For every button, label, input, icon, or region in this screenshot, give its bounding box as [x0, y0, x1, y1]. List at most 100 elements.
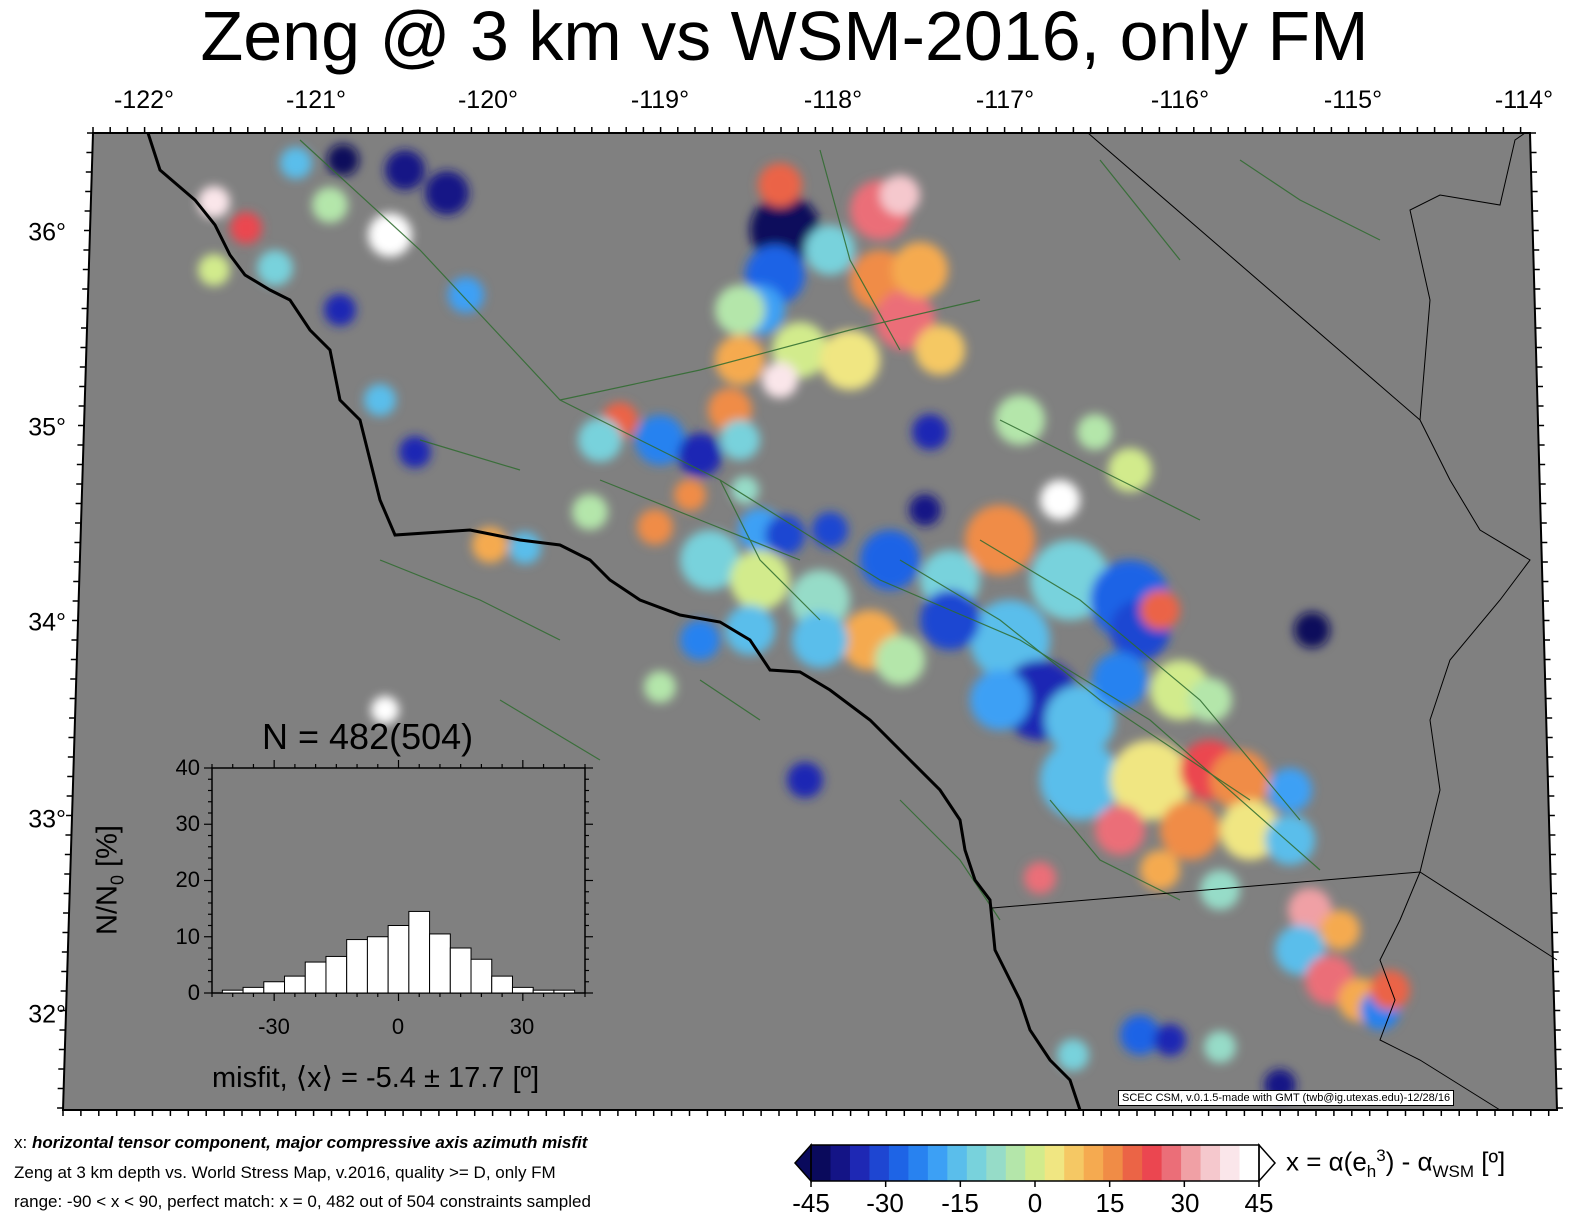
- colorbar-swatch: [1200, 1145, 1221, 1181]
- histogram-count: N = 482(504): [262, 716, 474, 757]
- misfit-patch: [1268, 768, 1312, 812]
- misfit-patch: [368, 213, 412, 257]
- histogram-bar: [511, 986, 534, 994]
- misfit-patch: [1110, 740, 1190, 820]
- misfit-patch: [578, 418, 622, 462]
- misfit-patch: [1288, 888, 1332, 932]
- misfit-patch: [230, 212, 262, 244]
- misfit-patch: [762, 362, 798, 398]
- lat-tick-label: 34°: [28, 608, 66, 637]
- colorbar-swatch: [1025, 1145, 1046, 1181]
- misfit-patch: [758, 163, 802, 207]
- misfit-patch: [399, 436, 431, 468]
- misfit-patch: [257, 250, 293, 286]
- colorbar-tick: 45: [1244, 1188, 1274, 1218]
- misfit-patch: [371, 696, 399, 724]
- colorbar-swatch: [927, 1145, 948, 1181]
- misfit-patch: [820, 330, 880, 390]
- colorbar-swatch: [1161, 1145, 1182, 1181]
- histogram-bar: [304, 961, 327, 994]
- caption-line-1: x: horizontal tensor component, major co…: [14, 1133, 588, 1152]
- hist-y-tick: 40: [175, 755, 200, 780]
- colorbar-tick: -45: [792, 1188, 830, 1218]
- frame-ticks: [57, 127, 1563, 1116]
- misfit-patch: [1188, 678, 1232, 722]
- misfit-blobs: [198, 144, 1410, 1101]
- misfit-patch: [792, 612, 848, 668]
- misfit-patch: [875, 635, 925, 685]
- misfit-patch: [324, 294, 356, 326]
- misfit-patch: [1140, 850, 1180, 890]
- misfit-patch: [1200, 870, 1240, 910]
- hist-y-tick: 10: [175, 924, 200, 949]
- misfit-patch: [1057, 1039, 1089, 1071]
- misfit-patch: [765, 515, 805, 555]
- colorbar-swatch: [1181, 1145, 1202, 1181]
- colorbar-swatch: [1142, 1145, 1163, 1181]
- colorbar-swatch: [888, 1145, 909, 1181]
- lon-tick-label: -114°: [1494, 86, 1554, 114]
- misfit-patch: [385, 150, 425, 190]
- misfit-patch: [198, 254, 230, 286]
- misfit-patch: [637, 509, 673, 545]
- colorbar-tick: 15: [1095, 1188, 1125, 1218]
- misfit-patch: [860, 530, 920, 590]
- histogram-y-label: N/N0 [%]: [91, 825, 128, 935]
- misfit-patch: [680, 620, 720, 660]
- misfit-patch: [364, 384, 396, 416]
- colorbar-tick: -30: [866, 1188, 904, 1218]
- misfit-patch: [572, 494, 608, 530]
- misfit-patch: [880, 175, 920, 215]
- misfit-patch: [1210, 750, 1270, 810]
- hist-y-tick: 30: [175, 811, 200, 836]
- colorbar-swatch: [1103, 1145, 1124, 1181]
- lon-tick-label: -118°: [803, 86, 863, 114]
- colorbar-swatch: [986, 1145, 1007, 1181]
- colorbar-swatch: [908, 1145, 929, 1181]
- misfit-patch: [198, 186, 230, 218]
- misfit-patch: [920, 590, 980, 650]
- colorbar-min-arrow: [793, 1143, 812, 1183]
- misfit-patch: [1120, 1015, 1160, 1055]
- histogram-bar: [470, 958, 493, 994]
- colorbar-swatch: [1122, 1145, 1143, 1181]
- histogram-bar: [284, 975, 306, 994]
- misfit-patch: [674, 479, 706, 511]
- misfit-patch: [448, 277, 484, 313]
- histogram-bar: [263, 981, 286, 994]
- misfit-patch: [909, 494, 941, 526]
- histogram-bar: [242, 986, 265, 994]
- misfit-patch: [1040, 740, 1120, 820]
- misfit-patch: [1160, 800, 1220, 860]
- hist-y-tick: 20: [175, 867, 200, 892]
- fault-traces: [299, 139, 1381, 921]
- histogram-x-label: misfit, ⟨x⟩ = -5.4 ± 17.7 [º]: [212, 1062, 540, 1094]
- lat-tick-label: 33°: [28, 805, 66, 834]
- misfit-patch: [787, 762, 823, 798]
- misfit-patch: [1220, 800, 1280, 860]
- colorbar-swatch: [849, 1145, 870, 1181]
- misfit-patch: [790, 570, 850, 630]
- colorbar-swatch: [1064, 1145, 1085, 1181]
- misfit-patch: [730, 550, 790, 610]
- misfit-patch: [970, 670, 1030, 730]
- misfit-patch: [1140, 590, 1180, 630]
- histogram-bar: [346, 939, 368, 994]
- histogram-bar: [366, 936, 389, 994]
- misfit-patch: [715, 335, 765, 385]
- colorbar-label: x = α(eh3) - αWSM [º]: [1286, 1146, 1506, 1181]
- colorbar-max-arrow: [1258, 1143, 1277, 1183]
- misfit-patch: [812, 512, 848, 548]
- lon-tick-label: -117°: [975, 86, 1035, 114]
- misfit-patch: [805, 225, 855, 275]
- misfit-patch: [1024, 862, 1056, 894]
- colorbar-swatch: [1083, 1145, 1104, 1181]
- map-title: Zeng @ 3 km vs WSM-2016, only FM: [200, 0, 1369, 75]
- histogram-bar: [429, 933, 451, 994]
- misfit-patch: [635, 415, 685, 465]
- colorbar-tick: 30: [1170, 1188, 1200, 1218]
- hist-x-tick: 0: [391, 1014, 405, 1039]
- misfit-patch: [1265, 815, 1315, 865]
- misfit-patch: [995, 395, 1045, 445]
- misfit-patch: [312, 187, 348, 223]
